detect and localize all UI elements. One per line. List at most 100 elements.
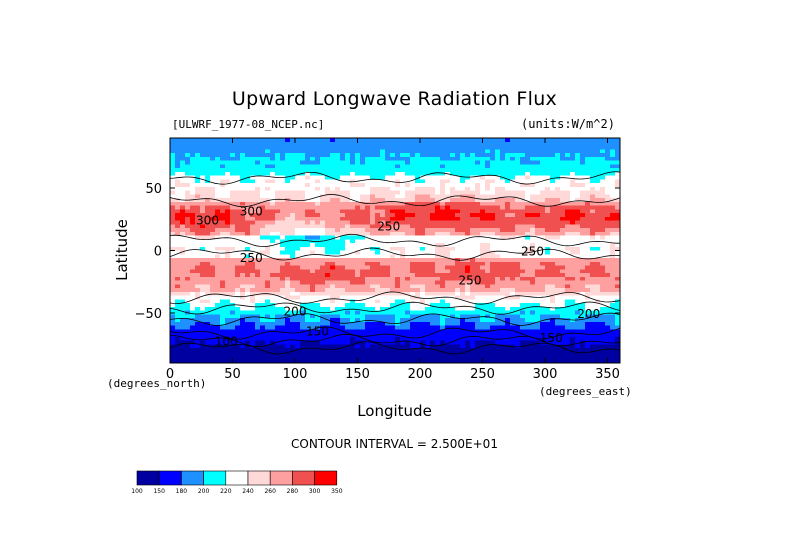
heatmap-cell xyxy=(190,318,196,323)
heatmap-cell xyxy=(390,329,396,334)
heatmap-cell xyxy=(595,314,601,319)
heatmap-cell xyxy=(200,321,206,326)
heatmap-cell xyxy=(460,183,466,188)
heatmap-cell xyxy=(415,269,421,274)
heatmap-cell xyxy=(490,314,496,319)
heatmap-cell xyxy=(500,171,506,176)
heatmap-cell xyxy=(185,213,191,218)
heatmap-cell xyxy=(400,310,406,315)
heatmap-cell xyxy=(490,333,496,338)
heatmap-cell xyxy=(270,284,276,289)
heatmap-cell xyxy=(280,265,286,270)
heatmap-cell xyxy=(245,160,251,165)
heatmap-cell xyxy=(475,164,481,169)
heatmap-cell xyxy=(325,314,331,319)
heatmap-cell xyxy=(340,269,346,274)
heatmap-cell xyxy=(350,336,356,341)
heatmap-cell xyxy=(295,160,301,165)
heatmap-cell xyxy=(565,205,571,210)
heatmap-cell xyxy=(305,228,311,233)
heatmap-cell xyxy=(390,220,396,225)
heatmap-cell xyxy=(320,183,326,188)
heatmap-cell xyxy=(275,269,281,274)
heatmap-cell xyxy=(585,295,591,300)
heatmap-cell xyxy=(530,228,536,233)
heatmap-cell xyxy=(250,201,256,206)
heatmap-cell xyxy=(415,265,421,270)
heatmap-cell xyxy=(575,160,581,165)
heatmap-cell xyxy=(370,269,376,274)
heatmap-cell xyxy=(450,179,456,184)
heatmap-cell xyxy=(490,183,496,188)
heatmap-cell xyxy=(440,156,446,161)
heatmap-cell xyxy=(250,295,256,300)
heatmap-cell xyxy=(545,258,551,263)
heatmap-cell xyxy=(480,276,486,281)
heatmap-cell xyxy=(265,145,271,150)
heatmap-cell xyxy=(260,209,266,214)
heatmap-cell xyxy=(350,153,356,158)
heatmap-cell xyxy=(185,179,191,184)
heatmap-cell xyxy=(180,201,186,206)
heatmap-cell xyxy=(590,164,596,169)
heatmap-cell xyxy=(480,186,486,191)
heatmap-cell xyxy=(325,276,331,281)
heatmap-cell xyxy=(430,314,436,319)
heatmap-cell xyxy=(395,280,401,285)
heatmap-cell xyxy=(560,205,566,210)
heatmap-cell xyxy=(550,138,556,143)
heatmap-cell xyxy=(500,299,506,304)
heatmap-cell xyxy=(530,318,536,323)
heatmap-cell xyxy=(345,250,351,255)
heatmap-cell xyxy=(235,340,241,345)
heatmap-cell xyxy=(465,179,471,184)
heatmap-cell xyxy=(195,269,201,274)
heatmap-cell xyxy=(540,321,546,326)
heatmap-cell xyxy=(215,333,221,338)
heatmap-cell xyxy=(450,321,456,326)
heatmap-cell xyxy=(225,254,231,259)
heatmap-cell xyxy=(265,183,271,188)
heatmap-cell xyxy=(295,216,301,221)
heatmap-cell xyxy=(465,213,471,218)
heatmap-cell xyxy=(610,329,616,334)
heatmap-cell xyxy=(565,291,571,296)
heatmap-cell xyxy=(245,183,251,188)
heatmap-cell xyxy=(235,280,241,285)
heatmap-cell xyxy=(395,329,401,334)
heatmap-cell xyxy=(330,183,336,188)
heatmap-cell xyxy=(240,321,246,326)
heatmap-cell xyxy=(490,164,496,169)
heatmap-cell xyxy=(310,190,316,195)
heatmap-cell xyxy=(240,250,246,255)
heatmap-cell xyxy=(305,186,311,191)
heatmap-cell xyxy=(535,220,541,225)
heatmap-cell xyxy=(545,336,551,341)
heatmap-cell xyxy=(505,295,511,300)
heatmap-cell xyxy=(480,310,486,315)
heatmap-cell xyxy=(450,231,456,236)
heatmap-cell xyxy=(285,246,291,251)
heatmap-cell xyxy=(355,303,361,308)
heatmap-cell xyxy=(225,138,231,143)
heatmap-cell xyxy=(335,340,341,345)
heatmap-cell xyxy=(445,291,451,296)
heatmap-cell xyxy=(250,198,256,203)
heatmap-cell xyxy=(460,190,466,195)
heatmap-cell xyxy=(410,160,416,165)
heatmap-cell xyxy=(350,291,356,296)
heatmap-cell xyxy=(455,329,461,334)
heatmap-cell xyxy=(365,194,371,199)
heatmap-cell xyxy=(515,164,521,169)
heatmap-cell xyxy=(505,258,511,263)
heatmap-cell xyxy=(300,295,306,300)
heatmap-cell xyxy=(310,235,316,240)
heatmap-cell xyxy=(485,156,491,161)
heatmap-cell xyxy=(545,325,551,330)
heatmap-cell xyxy=(245,299,251,304)
heatmap-cell xyxy=(600,288,606,293)
heatmap-cell xyxy=(190,153,196,158)
heatmap-cell xyxy=(180,183,186,188)
heatmap-cell xyxy=(520,258,526,263)
heatmap-cell xyxy=(265,190,271,195)
